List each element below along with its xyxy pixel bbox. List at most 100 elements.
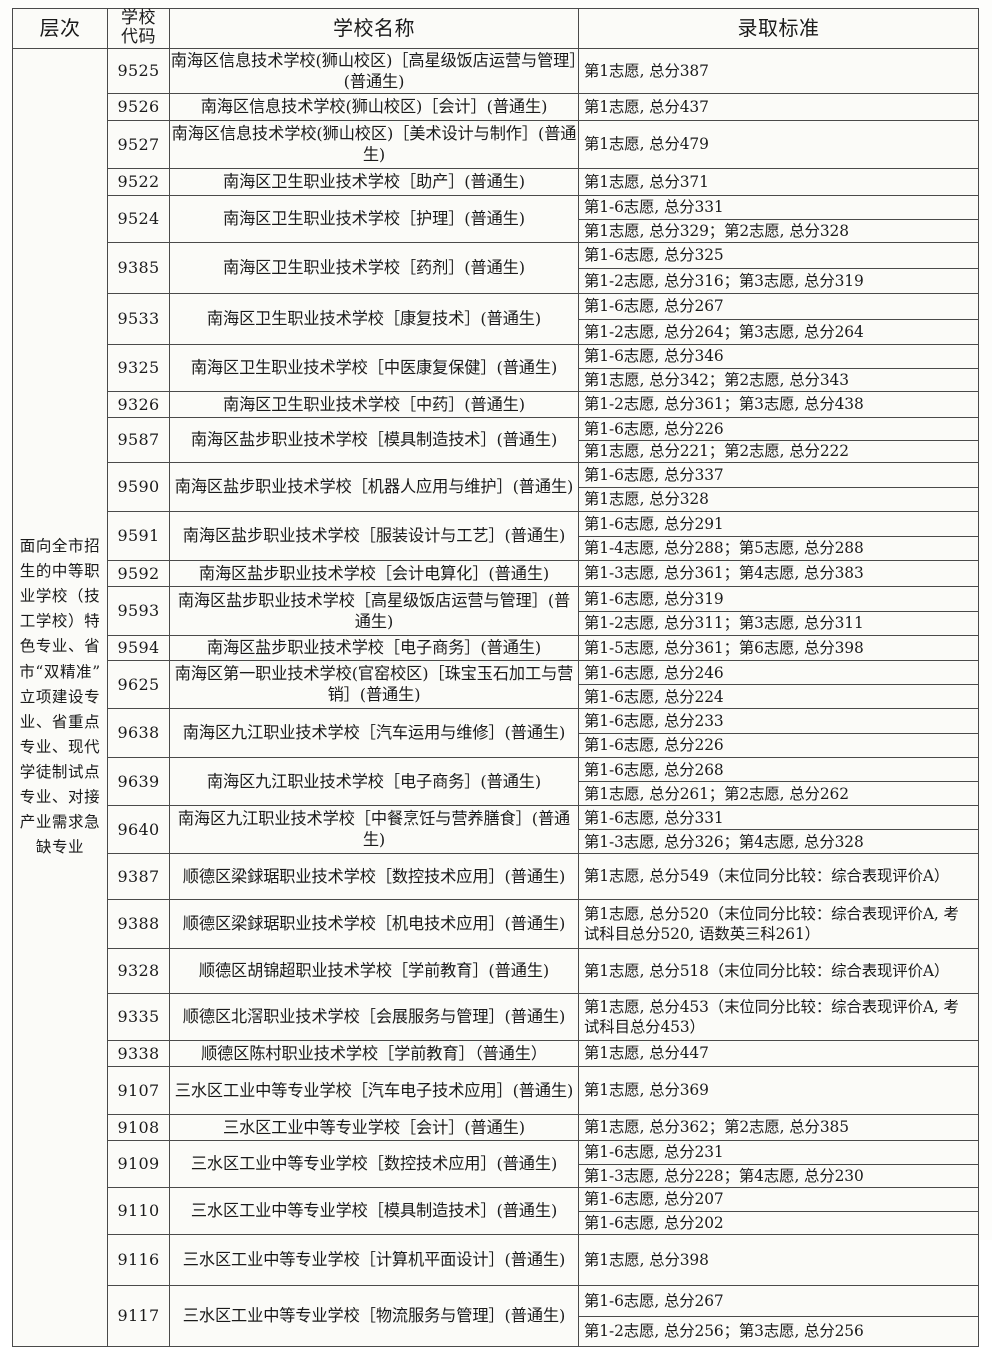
standard-cell: 第1志愿, 总分447	[578, 1039, 979, 1067]
school-code-cell: 9107	[107, 1065, 170, 1115]
table-row: 9338 顺德区陈村职业技术学校［学前教育］（普通生） 第1志愿, 总分447	[13, 1039, 979, 1067]
school-name-cell: 南海区卫生职业技术学校［中医康复保健］(普通生)	[169, 343, 579, 392]
standard-cell: 第1-6志愿, 总分231 第1-3志愿, 总分228；第4志愿, 总分230	[578, 1139, 979, 1188]
standard-line: 第1-6志愿, 总分346	[584, 347, 724, 366]
standard-cell: 第1-6志愿, 总分319 第1-2志愿, 总分311；第3志愿, 总分311	[578, 585, 979, 636]
school-code-cell: 9525	[107, 47, 170, 94]
school-code-cell: 9527	[107, 119, 170, 169]
standard-cell: 第1志愿, 总分369	[578, 1065, 979, 1115]
school-code-cell: 9110	[107, 1186, 170, 1235]
standard-cell: 第1-6志愿, 总分246 第1-6志愿, 总分224	[578, 659, 979, 709]
standard-cell: 第1-3志愿, 总分361；第4志愿, 总分383	[578, 559, 979, 587]
school-code-cell: 9587	[107, 416, 170, 463]
standard-line: 第1志愿, 总分369	[584, 1081, 709, 1100]
school-name-cell: 南海区卫生职业技术学校［护理］(普通生)	[169, 194, 579, 243]
school-name-cell: 南海区盐步职业技术学校［高星级饭店运营与管理］(普通生)	[169, 585, 579, 636]
school-code-cell: 9638	[107, 707, 170, 758]
table-row: 9328 顺德区胡锦超职业技术学校［学前教育］(普通生) 第1志愿, 总分518（末…	[13, 947, 979, 994]
school-code-cell: 9325	[107, 343, 170, 392]
standard-cell: 第1-6志愿, 总分226 第1志愿, 总分221；第2志愿, 总分222	[578, 416, 979, 463]
school-name-cell: 三水区工业中等专业学校［数控技术应用］(普通生)	[169, 1139, 579, 1188]
school-name-cell: 南海区盐步职业技术学校［机器人应用与维护］(普通生)	[169, 461, 579, 512]
table-row: 9326 南海区卫生职业技术学校［中药］(普通生) 第1-2志愿, 总分361；第3…	[13, 390, 979, 418]
tier-cell: 面向全市招生的中等职业学校（技工学校）特色专业、省市“双精准”立项建设专业、省重…	[12, 47, 108, 1347]
standard-line: 第1-6志愿, 总分331	[584, 198, 724, 217]
school-code-cell: 9388	[107, 898, 170, 949]
school-name-cell: 南海区卫生职业技术学校［药剂］(普通生)	[169, 241, 579, 294]
school-name-cell: 顺德区梁銶琚职业技术学校［数控技术应用］(普通生)	[169, 852, 579, 900]
standard-cell: 第1志愿, 总分437	[578, 92, 979, 121]
table-row: 9522 南海区卫生职业技术学校［助产］(普通生) 第1志愿, 总分371	[13, 167, 979, 196]
standard-line: 第1-6志愿, 总分267	[584, 297, 724, 316]
standard-line: 第1-6志愿, 总分246	[584, 663, 724, 682]
school-code-cell: 9625	[107, 659, 170, 709]
standard-line: 第1-2志愿, 总分264；第3志愿, 总分264	[579, 318, 978, 344]
standard-cell: 第1志愿, 总分453（末位同分比较：综合表现评价A, 考试科目总分453）	[578, 992, 979, 1041]
school-code-cell: 9117	[107, 1284, 170, 1347]
standard-line: 第1-2志愿, 总分311；第3志愿, 总分311	[579, 610, 978, 635]
school-code-cell: 9387	[107, 852, 170, 900]
school-code-cell: 9335	[107, 992, 170, 1041]
standard-cell: 第1-6志愿, 总分233 第1-6志愿, 总分226	[578, 707, 979, 758]
table-row: 9117 三水区工业中等专业学校［物流服务与管理］(普通生) 第1-6志愿, 总分2…	[13, 1284, 979, 1347]
standard-line: 第1-6志愿, 总分291	[584, 514, 724, 533]
standard-line: 第1-3志愿, 总分228；第4志愿, 总分230	[579, 1163, 978, 1187]
table-row: 9640 南海区九江职业技术学校［中餐烹饪与营养膳食］(普通生) 第1-6志愿, 总…	[13, 804, 979, 854]
standard-cell: 第1志愿, 总分549（末位同分比较：综合表现评价A）	[578, 852, 979, 900]
table-body: 面向全市招生的中等职业学校（技工学校）特色专业、省市“双精准”立项建设专业、省重…	[12, 47, 979, 1347]
school-name-cell: 南海区卫生职业技术学校［康复技术］(普通生)	[169, 292, 579, 345]
school-name-cell: 南海区信息技术学校(狮山校区)［美术设计与制作］(普通生)	[169, 119, 579, 169]
table-row: 9591 南海区盐步职业技术学校［服装设计与工艺］(普通生) 第1-6志愿, 总分2…	[13, 510, 979, 561]
school-code-header-line1: 学校	[121, 8, 156, 28]
school-name-cell: 顺德区陈村职业技术学校［学前教育］（普通生）	[169, 1039, 579, 1067]
table-row: 9109 三水区工业中等专业学校［数控技术应用］(普通生) 第1-6志愿, 总分23…	[13, 1139, 979, 1188]
standard-cell: 第1-2志愿, 总分361；第3志愿, 总分438	[578, 390, 979, 418]
standard-line: 第1-6志愿, 总分233	[584, 711, 724, 730]
school-code-cell: 9116	[107, 1233, 170, 1286]
table-row: 9638 南海区九江职业技术学校［汽车运用与维修］(普通生) 第1-6志愿, 总分2…	[13, 707, 979, 758]
table-row: 9625 南海区第一职业技术学校(官窑校区)［珠宝玉石加工与营销］(普通生) 第1-…	[13, 659, 979, 709]
school-name-cell: 三水区工业中等专业学校［会计］(普通生)	[169, 1113, 579, 1141]
standard-cell: 第1志愿, 总分479	[578, 119, 979, 169]
school-code-cell: 9385	[107, 241, 170, 294]
school-code-cell: 9639	[107, 756, 170, 806]
standard-cell: 第1志愿, 总分371	[578, 167, 979, 196]
standard-line: 第1志愿, 总分328	[579, 486, 978, 511]
header-row: 层次 学校 代码 学校名称 录取标准	[12, 8, 979, 49]
standard-cell: 第1-6志愿, 总分267 第1-2志愿, 总分256；第3志愿, 总分256	[578, 1284, 979, 1347]
school-code-cell: 9590	[107, 461, 170, 512]
table-row: 9107 三水区工业中等专业学校［汽车电子技术应用］(普通生) 第1志愿, 总分36…	[13, 1065, 979, 1115]
school-code-header-line2: 代码	[121, 27, 156, 48]
standard-line: 第1-6志愿, 总分231	[584, 1143, 724, 1162]
school-name-cell: 顺德区北滘职业技术学校［会展服务与管理］(普通生)	[169, 992, 579, 1041]
standard-line: 第1-6志愿, 总分226	[579, 732, 978, 757]
standard-line: 第1-4志愿, 总分288；第5志愿, 总分288	[579, 535, 978, 560]
school-name-cell: 南海区盐步职业技术学校［模具制造技术］(普通生)	[169, 416, 579, 463]
school-name-cell: 南海区九江职业技术学校［汽车运用与维修］(普通生)	[169, 707, 579, 758]
school-name-cell: 南海区九江职业技术学校［电子商务］(普通生)	[169, 756, 579, 806]
standard-line: 第1-6志愿, 总分268	[584, 760, 724, 779]
standard-cell: 第1-6志愿, 总分267 第1-2志愿, 总分264；第3志愿, 总分264	[578, 292, 979, 345]
standard-line: 第1志愿, 总分261；第2志愿, 总分262	[579, 781, 978, 805]
standard-line: 第1-6志愿, 总分325	[584, 246, 724, 265]
document-page: 层次 学校 代码 学校名称 录取标准 面向全市招生的中等职业学校（技工学校）特色…	[12, 8, 979, 1347]
standard-line: 第1志愿, 总分221；第2志愿, 总分222	[579, 439, 978, 462]
school-name-cell: 南海区盐步职业技术学校［会计电算化］(普通生)	[169, 559, 579, 587]
school-name-cell: 南海区盐步职业技术学校［服装设计与工艺］(普通生)	[169, 510, 579, 561]
standard-line: 第1志愿, 总分398	[584, 1250, 709, 1269]
standard-line: 第1志愿, 总分371	[584, 172, 709, 191]
table-row: 9325 南海区卫生职业技术学校［中医康复保健］(普通生) 第1-6志愿, 总分34…	[13, 343, 979, 392]
standard-cell: 第1-6志愿, 总分268 第1志愿, 总分261；第2志愿, 总分262	[578, 756, 979, 806]
standard-line: 第1志愿, 总分518（末位同分比较：综合表现评价A）	[584, 961, 950, 980]
school-code-cell: 9109	[107, 1139, 170, 1188]
table-row: 9527 南海区信息技术学校(狮山校区)［美术设计与制作］(普通生) 第1志愿, 总…	[13, 119, 979, 169]
school-name-cell: 南海区卫生职业技术学校［助产］(普通生)	[169, 167, 579, 196]
standard-cell: 第1-6志愿, 总分325 第1-2志愿, 总分316；第3志愿, 总分319	[578, 241, 979, 294]
standard-cell: 第1志愿, 总分518（末位同分比较：综合表现评价A）	[578, 947, 979, 994]
table-row: 面向全市招生的中等职业学校（技工学校）特色专业、省市“双精准”立项建设专业、省重…	[12, 47, 979, 1347]
table-row: 9639 南海区九江职业技术学校［电子商务］(普通生) 第1-6志愿, 总分268 第…	[13, 756, 979, 806]
school-code-cell: 9640	[107, 804, 170, 854]
standard-line: 第1志愿, 总分549（末位同分比较：综合表现评价A）	[584, 867, 950, 886]
table-row: 9387 顺德区梁銶琚职业技术学校［数控技术应用］(普通生) 第1志愿, 总分549…	[13, 852, 979, 900]
table-row: 9590 南海区盐步职业技术学校［机器人应用与维护］(普通生) 第1-6志愿, 总分…	[13, 461, 979, 512]
